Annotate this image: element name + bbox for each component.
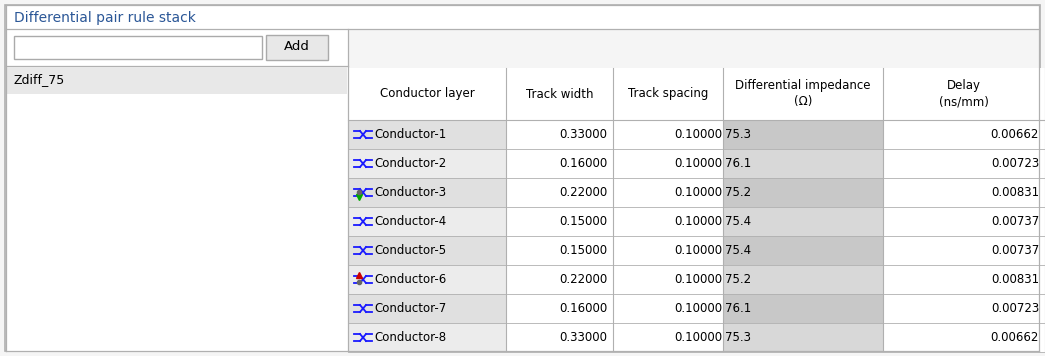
Bar [266, 35, 328, 60]
Bar [723, 207, 883, 236]
Bar [348, 207, 506, 236]
Bar [348, 149, 506, 178]
Text: Conductor-8: Conductor-8 [374, 331, 446, 344]
Bar [613, 236, 723, 265]
Bar [348, 120, 506, 149]
Text: Conductor layer: Conductor layer [379, 88, 474, 100]
Text: 0.10000: 0.10000 [674, 186, 722, 199]
Bar [6, 29, 348, 351]
Text: 0.15000: 0.15000 [559, 244, 607, 257]
Text: 0.22000: 0.22000 [559, 186, 607, 199]
Text: 0.10000: 0.10000 [674, 331, 722, 344]
Text: Add: Add [284, 41, 310, 53]
Text: 0.00723: 0.00723 [991, 302, 1039, 315]
Bar [883, 207, 1045, 236]
Bar [506, 236, 613, 265]
Text: Delay
(ns/mm): Delay (ns/mm) [939, 79, 989, 109]
Bar [348, 236, 506, 265]
Bar [348, 323, 506, 352]
Bar [506, 149, 613, 178]
Text: 75.3: 75.3 [725, 331, 751, 344]
Text: Conductor-3: Conductor-3 [374, 186, 446, 199]
Bar [348, 265, 506, 294]
Text: 75.3: 75.3 [725, 128, 751, 141]
Text: Zdiff_75: Zdiff_75 [14, 73, 65, 87]
Bar [14, 36, 262, 59]
Bar [883, 294, 1045, 323]
Bar [613, 120, 723, 149]
Text: 76.1: 76.1 [725, 302, 751, 315]
Text: Conductor-7: Conductor-7 [374, 302, 446, 315]
Text: 0.00831: 0.00831 [991, 273, 1039, 286]
Bar [883, 120, 1045, 149]
Text: 0.15000: 0.15000 [559, 215, 607, 228]
Text: 0.00662: 0.00662 [991, 128, 1039, 141]
Bar [883, 149, 1045, 178]
Bar [6, 6, 1039, 30]
Text: 0.16000: 0.16000 [559, 302, 607, 315]
Text: 0.22000: 0.22000 [559, 273, 607, 286]
Bar [723, 294, 883, 323]
Bar [723, 323, 883, 352]
Text: 0.00723: 0.00723 [991, 157, 1039, 170]
Text: Conductor-5: Conductor-5 [374, 244, 446, 257]
Text: 0.33000: 0.33000 [559, 128, 607, 141]
Bar [348, 68, 1045, 120]
Text: 0.16000: 0.16000 [559, 157, 607, 170]
Bar [506, 294, 613, 323]
Text: Conductor-2: Conductor-2 [374, 157, 446, 170]
Bar [613, 265, 723, 294]
Text: 75.2: 75.2 [725, 186, 751, 199]
Bar [883, 236, 1045, 265]
Bar [506, 120, 613, 149]
Text: Differential pair rule stack: Differential pair rule stack [14, 11, 195, 25]
Text: Track width: Track width [526, 88, 594, 100]
Text: Conductor-4: Conductor-4 [374, 215, 446, 228]
Bar [613, 294, 723, 323]
Bar [348, 294, 506, 323]
Bar [506, 178, 613, 207]
Text: 75.2: 75.2 [725, 273, 751, 286]
Bar [723, 236, 883, 265]
Bar [723, 149, 883, 178]
Text: 0.00737: 0.00737 [991, 244, 1039, 257]
Bar [723, 265, 883, 294]
Bar [883, 265, 1045, 294]
Text: 75.4: 75.4 [725, 215, 751, 228]
Bar [613, 178, 723, 207]
Bar [883, 178, 1045, 207]
Bar [7, 67, 347, 94]
Bar [506, 323, 613, 352]
Bar [613, 323, 723, 352]
Text: Differential impedance
(Ω): Differential impedance (Ω) [736, 79, 870, 109]
Bar [506, 207, 613, 236]
Bar [723, 120, 883, 149]
Text: 0.10000: 0.10000 [674, 128, 722, 141]
Text: 0.00662: 0.00662 [991, 331, 1039, 344]
Bar [883, 323, 1045, 352]
Text: Conductor-6: Conductor-6 [374, 273, 446, 286]
Bar [613, 149, 723, 178]
Text: 0.10000: 0.10000 [674, 273, 722, 286]
Text: 0.33000: 0.33000 [559, 331, 607, 344]
Bar [613, 207, 723, 236]
Bar [506, 265, 613, 294]
Text: Track spacing: Track spacing [628, 88, 709, 100]
Text: 0.00831: 0.00831 [991, 186, 1039, 199]
Text: 75.4: 75.4 [725, 244, 751, 257]
Text: 0.10000: 0.10000 [674, 244, 722, 257]
Text: 0.10000: 0.10000 [674, 157, 722, 170]
Text: 0.00737: 0.00737 [991, 215, 1039, 228]
Text: 0.10000: 0.10000 [674, 302, 722, 315]
Text: 76.1: 76.1 [725, 157, 751, 170]
Bar [723, 178, 883, 207]
Text: 0.10000: 0.10000 [674, 215, 722, 228]
Bar [348, 178, 506, 207]
Text: Conductor-1: Conductor-1 [374, 128, 446, 141]
